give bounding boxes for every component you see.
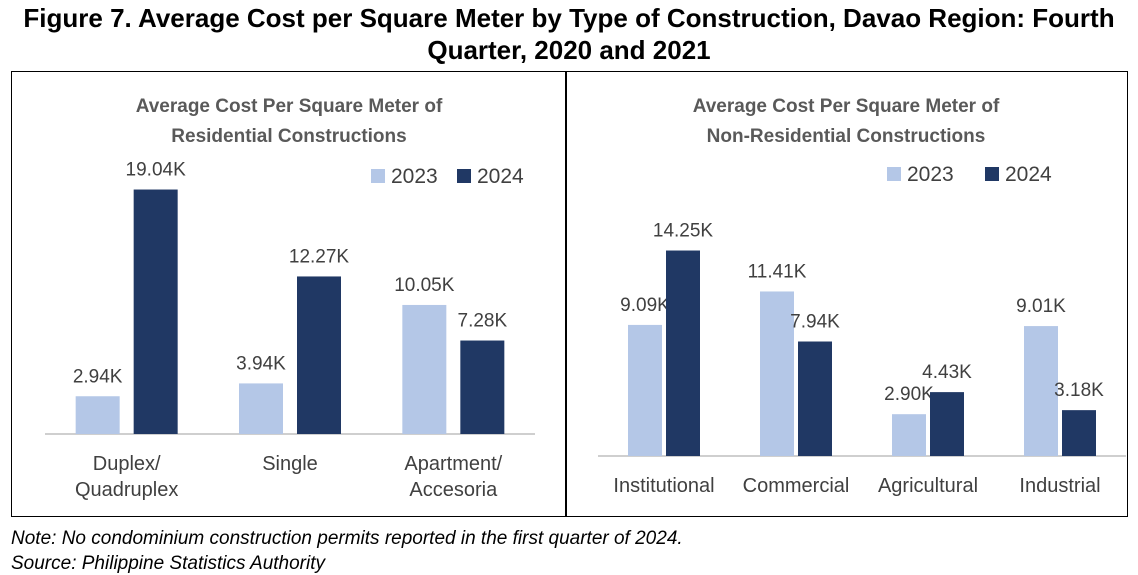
legend-label-2023: 2023 (907, 163, 954, 186)
bar-2024-2 (460, 340, 505, 434)
data-label-2024-1: 12.27K (289, 246, 350, 267)
bar-2024-0 (133, 189, 178, 434)
chart-title-line: Non-Residential Constructions (707, 126, 986, 147)
legend-swatch-2024 (457, 169, 471, 183)
data-label-2024-1: 7.94K (790, 312, 840, 333)
data-label-2024-2: 4.43K (922, 362, 972, 383)
data-label-2023-2: 2.90K (884, 384, 934, 405)
residential-chart: Average Cost Per Square Meter of Resident… (45, 96, 535, 501)
figure-title: Figure 7. Average Cost per Square Meter … (0, 2, 1138, 66)
data-label-2023-1: 11.41K (748, 261, 807, 282)
bar-2023-3 (1024, 326, 1058, 456)
data-label-2024-3: 3.18K (1054, 380, 1104, 401)
category-label-3: Industrial (1019, 475, 1100, 497)
chart-title-line: Average Cost Per Square Meter of (136, 96, 443, 117)
bar-2024-0 (666, 250, 700, 456)
non-residential-chart-panel: Average Cost Per Square Meter of Non-Resi… (566, 71, 1128, 517)
chart-title-line: Residential Constructions (171, 126, 406, 147)
legend-label-2023: 2023 (391, 165, 438, 188)
chart-source: Source: Philippine Statistics Authority (11, 553, 326, 574)
bar-2024-1 (798, 341, 832, 456)
bar-2024-2 (930, 392, 964, 456)
non-residential-chart: Average Cost Per Square Meter of Non-Resi… (598, 96, 1126, 497)
category-label-0: Quadruplex (75, 479, 178, 501)
chart-note: Note: No condominium construction permit… (11, 528, 683, 549)
bar-2023-1 (760, 291, 794, 456)
category-label-2: Agricultural (878, 475, 978, 497)
bar-2023-0 (628, 324, 662, 456)
bar-2023-0 (75, 396, 120, 434)
bar-2023-2 (402, 304, 447, 434)
data-label-2024-0: 14.25K (653, 221, 714, 242)
legend-label-2024: 2024 (477, 165, 524, 188)
legend-swatch-2024 (985, 167, 999, 181)
bar-2024-3 (1062, 410, 1096, 456)
figure-title-text: Figure 7. Average Cost per Square Meter … (23, 3, 1115, 65)
bar-2023-1 (239, 383, 283, 434)
category-label-2: Accesoria (409, 479, 498, 501)
data-label-2023-2: 10.05K (394, 275, 455, 296)
data-label-2023-0: 2.94K (73, 366, 123, 387)
bar-2024-1 (297, 276, 341, 434)
data-label-2023-0: 9.09K (620, 295, 670, 316)
category-label-1: Single (262, 453, 318, 475)
category-label-1: Commercial (743, 475, 850, 497)
legend-label-2024: 2024 (1005, 163, 1052, 186)
category-label-2: Apartment/ (404, 453, 502, 475)
data-label-2023-1: 3.94K (236, 353, 286, 374)
chart-title-line: Average Cost Per Square Meter of (693, 96, 1000, 117)
data-label-2023-3: 9.01K (1016, 296, 1066, 317)
legend-swatch-2023 (887, 167, 901, 181)
category-label-0: Duplex/ (93, 453, 161, 475)
bar-2023-2 (892, 414, 926, 456)
data-label-2024-2: 7.28K (458, 311, 508, 332)
data-label-2024-0: 19.04K (126, 160, 187, 181)
residential-chart-panel: Average Cost Per Square Meter of Resident… (11, 71, 566, 517)
category-label-0: Institutional (613, 475, 714, 497)
legend-swatch-2023 (371, 169, 385, 183)
